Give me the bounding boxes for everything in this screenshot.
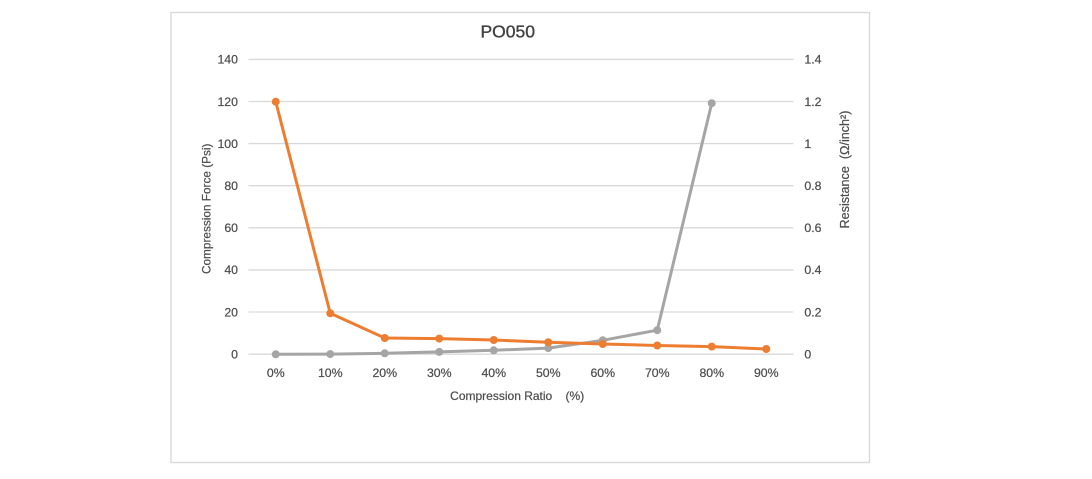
svg-text:80%: 80% [699, 366, 724, 380]
svg-text:10%: 10% [318, 366, 343, 380]
svg-text:0.6: 0.6 [804, 221, 821, 235]
svg-text:1.4: 1.4 [804, 53, 821, 67]
svg-text:PO050: PO050 [480, 21, 535, 41]
svg-text:40%: 40% [481, 366, 506, 380]
svg-text:20%: 20% [372, 366, 397, 380]
svg-text:0%: 0% [267, 366, 285, 380]
svg-text:80: 80 [224, 179, 238, 193]
svg-text:120: 120 [217, 95, 238, 109]
svg-text:1: 1 [804, 137, 811, 151]
svg-text:100: 100 [217, 137, 238, 151]
svg-text:60: 60 [224, 221, 238, 235]
svg-text:0.2: 0.2 [804, 305, 821, 319]
svg-text:90%: 90% [754, 366, 779, 380]
svg-text:140: 140 [217, 53, 238, 67]
svg-text:0.4: 0.4 [804, 263, 821, 277]
svg-text:50%: 50% [536, 366, 561, 380]
svg-text:30%: 30% [427, 366, 452, 380]
svg-text:60%: 60% [590, 366, 615, 380]
svg-text:20: 20 [224, 305, 238, 319]
svg-text:0: 0 [804, 348, 811, 362]
svg-text:70%: 70% [645, 366, 670, 380]
svg-text:40: 40 [224, 263, 238, 277]
svg-text:Compression Force (Psi): Compression Force (Psi) [200, 144, 214, 275]
svg-text:1.2: 1.2 [804, 95, 821, 109]
svg-text:0: 0 [231, 348, 238, 362]
svg-text:Compression Ratio (%): Compression Ratio (%) [450, 389, 584, 403]
svg-text:0.8: 0.8 [804, 179, 821, 193]
svg-text:Resistance (Ω/inch²): Resistance (Ω/inch²) [838, 111, 852, 229]
